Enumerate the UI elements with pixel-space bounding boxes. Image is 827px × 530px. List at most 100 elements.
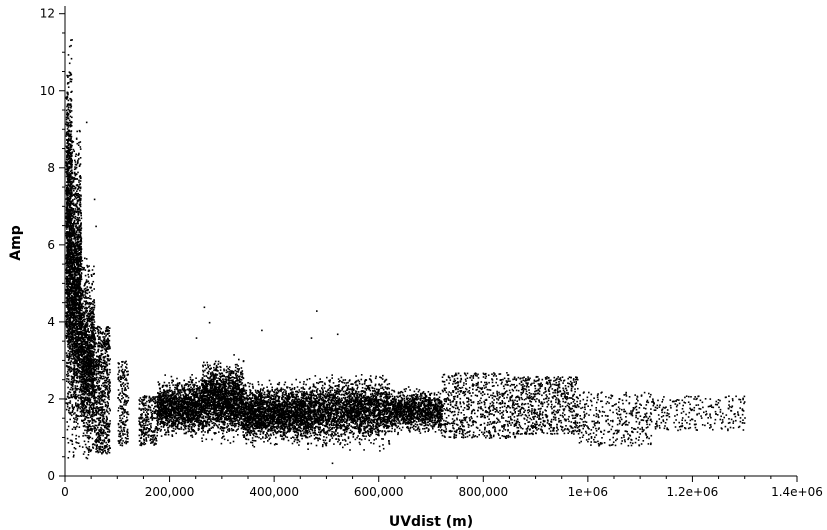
data-point [85, 446, 88, 449]
data-point [71, 348, 74, 350]
data-point [106, 446, 108, 448]
data-point [80, 222, 82, 224]
data-point [66, 326, 69, 329]
data-point [69, 247, 72, 250]
data-point [71, 262, 74, 264]
data-point [71, 440, 73, 443]
data-point [77, 284, 79, 287]
data-point [78, 276, 81, 279]
data-point [74, 359, 77, 362]
data-point [87, 280, 90, 283]
data-point [100, 354, 103, 356]
data-point [65, 190, 68, 193]
data-point [82, 405, 84, 407]
data-point [73, 249, 75, 252]
data-point [91, 382, 94, 385]
data-point [72, 290, 75, 292]
data-point [101, 419, 104, 421]
data-point [96, 359, 98, 361]
data-point [73, 346, 75, 348]
data-point [93, 335, 96, 338]
data-point [73, 378, 75, 380]
data-point [66, 285, 68, 288]
data-point [72, 284, 75, 286]
data-point [76, 380, 78, 382]
data-point [92, 335, 94, 337]
data-point [81, 391, 83, 393]
data-point [66, 186, 69, 188]
data-point [66, 304, 69, 306]
data-point [88, 370, 91, 372]
data-point [92, 325, 94, 328]
data-point [93, 370, 96, 373]
data-point [80, 333, 82, 336]
data-point [108, 332, 110, 334]
data-point [65, 291, 68, 294]
data-point [79, 234, 82, 237]
data-point [76, 442, 78, 444]
data-point [77, 394, 79, 397]
data-point [77, 403, 79, 405]
data-point [88, 359, 91, 361]
data-point [79, 381, 81, 383]
data-point [66, 186, 68, 189]
data-point [94, 337, 96, 339]
data-point [95, 364, 98, 367]
data-point [96, 417, 99, 420]
data-point [86, 409, 89, 412]
data-point [75, 166, 78, 169]
data-point [100, 426, 102, 429]
data-point [68, 181, 71, 184]
data-point [72, 279, 75, 282]
data-point [71, 144, 73, 147]
data-point [68, 143, 70, 145]
data-point [69, 327, 72, 329]
data-point [67, 277, 70, 280]
data-point [67, 133, 69, 136]
data-point [66, 316, 68, 319]
data-point [85, 300, 87, 302]
data-point [68, 243, 70, 245]
data-point [84, 310, 87, 313]
data-point [106, 417, 108, 419]
data-point [72, 257, 75, 259]
data-point [73, 360, 76, 363]
data-point [101, 414, 103, 417]
data-point [107, 404, 109, 406]
data-point [70, 395, 73, 398]
data-point [82, 387, 84, 389]
data-point [82, 367, 85, 370]
data-point [69, 212, 71, 215]
data-point [67, 350, 70, 352]
data-point [92, 446, 94, 448]
data-point [74, 397, 77, 400]
data-point [71, 286, 74, 288]
data-point [70, 354, 73, 356]
data-point [86, 376, 88, 378]
data-point [99, 357, 102, 360]
data-point [102, 382, 104, 385]
data-point [79, 301, 81, 304]
data-point [100, 409, 102, 411]
data-point [67, 180, 70, 183]
data-point [109, 420, 111, 422]
data-point [97, 451, 99, 454]
data-point [78, 328, 80, 330]
data-point [85, 396, 87, 398]
data-point [79, 148, 82, 150]
data-point [84, 386, 86, 389]
data-point [100, 406, 102, 409]
data-point [75, 222, 77, 225]
data-point [81, 266, 84, 269]
data-point [102, 415, 105, 418]
data-point [90, 392, 93, 395]
data-point [65, 352, 68, 354]
data-point [68, 189, 70, 191]
data-point [90, 356, 92, 358]
data-point [71, 352, 74, 355]
data-point [68, 324, 70, 326]
data-point [99, 400, 101, 402]
data-point [82, 453, 85, 455]
data-point [67, 194, 69, 196]
data-point [70, 321, 72, 323]
